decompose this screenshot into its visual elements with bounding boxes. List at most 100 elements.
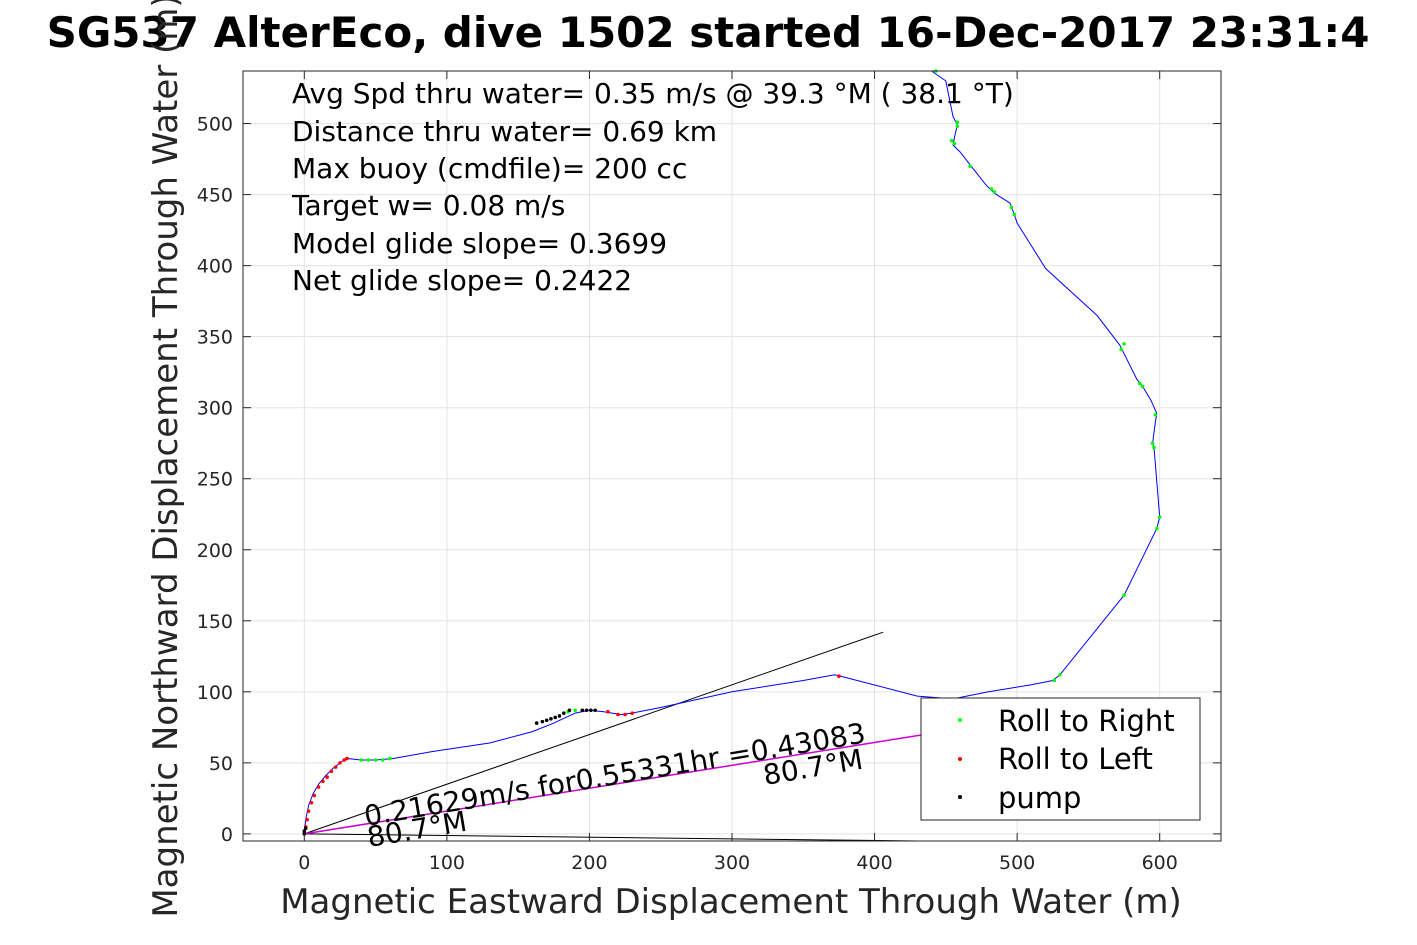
roll-to-left-point: [616, 712, 620, 717]
annotation-net-glide-slope: Net glide slope= 0.2422: [292, 264, 632, 297]
roll-to-left-point: [305, 817, 309, 822]
annotation-avg-speed: Avg Spd thru water= 0.35 m/s @ 39.3 °M (…: [292, 77, 1014, 110]
roll-to-right-point: [989, 187, 994, 191]
axis-ticks: 0 100 200 300 400 500 600 0 50 100 150 200 250 300 350…: [197, 71, 1221, 874]
data-points: [302, 69, 1162, 836]
pump-point: [544, 718, 549, 723]
y-tick-label: 400: [197, 256, 233, 278]
roll-to-right-point: [1122, 341, 1126, 346]
roll-to-right-point: [1012, 212, 1017, 217]
y-tick-label: 350: [197, 327, 233, 349]
roll-to-right-point: [1137, 381, 1142, 386]
pump-point: [580, 708, 585, 713]
roll-to-left-point: [338, 761, 342, 765]
roll-to-right-point: [388, 756, 392, 761]
annotation-distance: Distance thru water= 0.69 km: [292, 115, 717, 148]
legend-marker-pump: [958, 795, 962, 799]
y-tick-label: 200: [197, 540, 233, 562]
x-tick-label: 400: [856, 852, 892, 874]
roll-to-right-point: [1052, 678, 1056, 683]
model-heading-line: [304, 631, 884, 835]
x-tick-label: 500: [999, 852, 1035, 874]
roll-to-left-point: [312, 793, 317, 798]
roll-to-left-point: [345, 756, 349, 761]
roll-to-right-point: [1140, 384, 1145, 389]
annotation-target-w: Target w= 0.08 m/s: [291, 189, 565, 222]
legend-marker-roll-right: [958, 718, 962, 722]
y-tick-label: 100: [197, 682, 233, 704]
pump-point: [567, 708, 572, 713]
track-line: [303, 70, 1161, 834]
roll-to-left-point: [623, 712, 627, 717]
legend-label-pump: pump: [998, 781, 1081, 815]
roll-to-left-point: [309, 800, 314, 805]
roll-to-left-point: [606, 709, 610, 714]
roll-to-left-point: [333, 765, 338, 769]
roll-to-right-point: [366, 758, 371, 762]
legend-box: [920, 697, 1201, 821]
roll-to-right-point: [373, 758, 378, 762]
y-tick-label: 50: [209, 753, 233, 775]
y-tick-label: 450: [197, 185, 233, 207]
roll-to-right-point: [380, 758, 385, 762]
roll-to-left-point: [329, 769, 334, 774]
roll-to-right-point: [1058, 672, 1062, 677]
legend-marker-roll-left: [958, 757, 962, 761]
plot-area-frame: [242, 70, 1222, 842]
current-heading-line: [304, 833, 918, 842]
roll-to-right-point: [573, 708, 577, 713]
pump-point: [593, 708, 597, 713]
roll-to-right-point: [1152, 445, 1156, 450]
pump-point: [303, 826, 308, 831]
roll-to-left-point: [316, 785, 321, 789]
y-tick-label: 250: [197, 469, 233, 491]
y-tick-label: 0: [221, 824, 233, 846]
track-polyline: [303, 70, 1161, 834]
pump-point: [302, 829, 307, 833]
pump-point: [557, 714, 562, 718]
roll-to-right-point: [949, 138, 954, 143]
x-tick-label: 600: [1142, 852, 1178, 874]
pump-point: [534, 721, 539, 725]
y-tick-label: 150: [197, 611, 233, 633]
annotation-max-buoy: Max buoy (cmdfile)= 200 cc: [292, 152, 687, 185]
roll-to-left-point: [837, 674, 841, 679]
roll-to-right-point: [955, 124, 960, 129]
annotation-model-glide-slope: Model glide slope= 0.3699: [292, 227, 667, 260]
roll-to-right-point: [359, 758, 364, 762]
x-tick-label: 300: [714, 852, 750, 874]
roll-to-right-point: [1155, 526, 1159, 531]
net-track-line: [304, 733, 925, 835]
roll-to-right-point: [1150, 441, 1155, 446]
current-reference-lines: [304, 631, 925, 842]
x-tick-label: 200: [571, 852, 607, 874]
roll-to-right-point: [955, 120, 960, 124]
legend-label-roll-left: Roll to Left: [998, 742, 1153, 776]
roll-to-right-point: [1122, 593, 1126, 598]
y-axis-label: Magnetic Northward Displacement Through …: [146, 0, 186, 918]
pump-point: [540, 719, 545, 724]
roll-to-left-point: [321, 779, 325, 784]
x-tick-label: 100: [429, 852, 465, 874]
stats-annotations: Avg Spd thru water= 0.35 m/s @ 39.3 °M (…: [291, 77, 1014, 297]
roll-to-right-point: [1157, 515, 1162, 519]
roll-to-right-point: [968, 164, 972, 168]
legend-label-roll-right: Roll to Right: [998, 704, 1175, 738]
pump-point: [549, 717, 553, 721]
legend: Roll to Right Roll to Left pump: [920, 697, 1201, 821]
x-tick-label: 0: [298, 852, 310, 874]
y-tick-label: 300: [197, 398, 233, 420]
roll-to-right-point: [952, 141, 957, 146]
pump-point: [584, 708, 589, 713]
pump-point: [561, 711, 566, 715]
roll-to-left-point: [630, 711, 635, 715]
roll-to-left-point: [342, 758, 347, 762]
x-axis-label: Magnetic Eastward Displacement Through W…: [280, 882, 1182, 922]
y-tick-label: 500: [197, 114, 233, 136]
chart-title: SG537 AlterEco, dive 1502 started 16-Dec…: [47, 8, 1370, 57]
pump-point: [589, 708, 593, 713]
roll-to-right-point: [992, 189, 997, 194]
roll-to-left-point: [306, 809, 311, 813]
roll-to-left-point: [325, 775, 329, 779]
